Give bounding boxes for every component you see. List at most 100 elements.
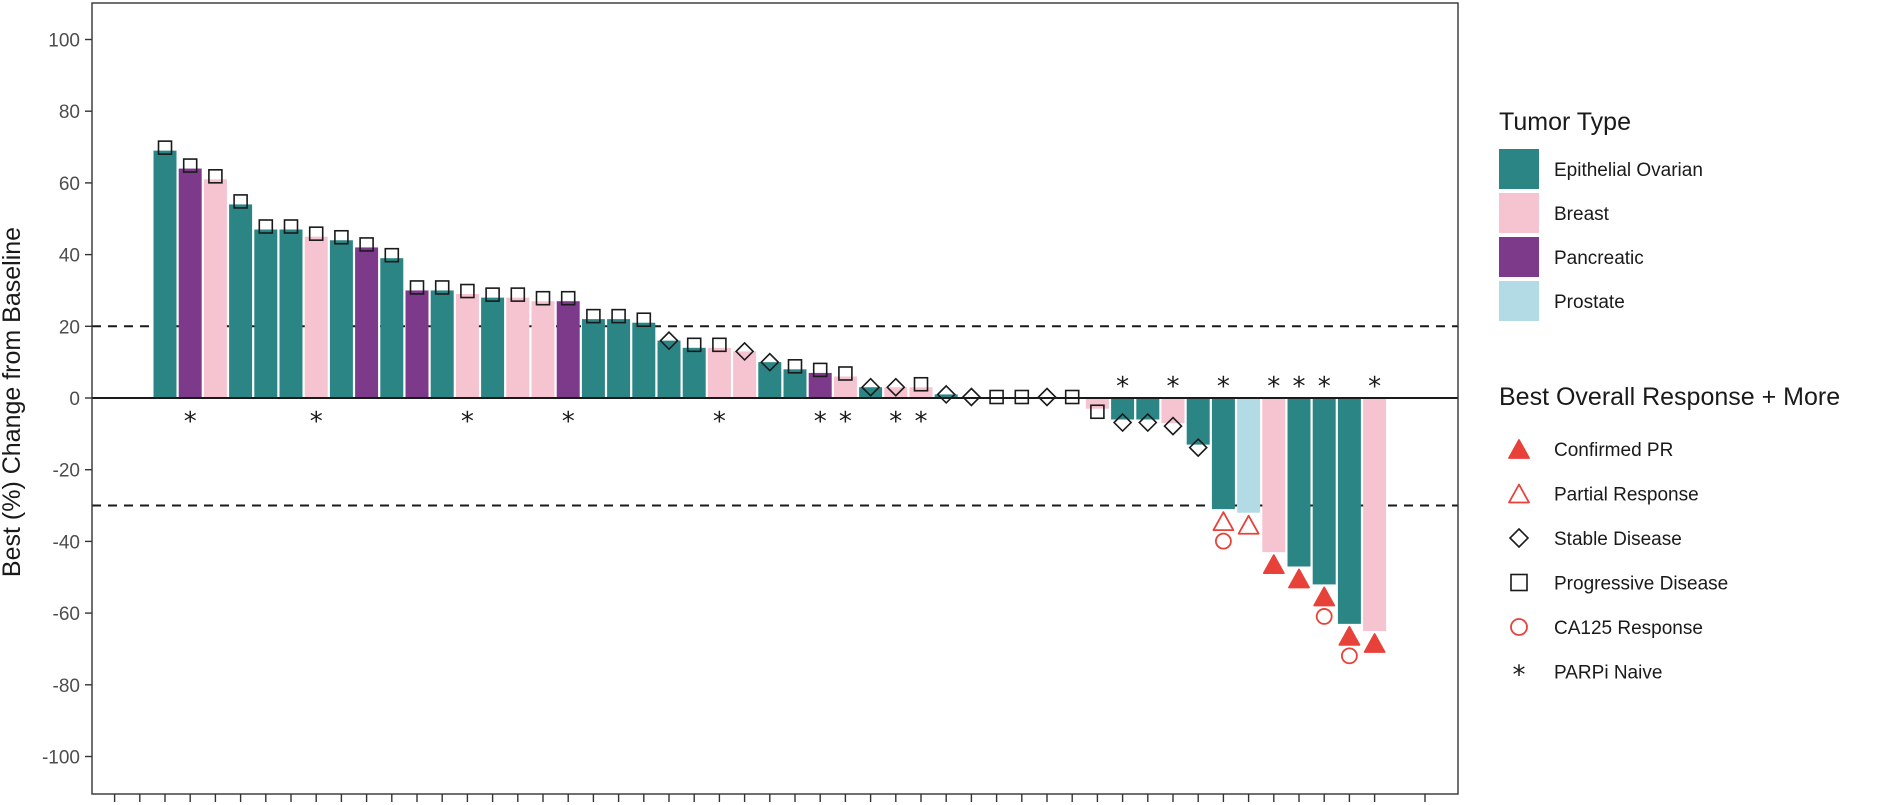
progressive-disease-marker	[485, 287, 500, 302]
progressive-disease-marker	[535, 290, 551, 306]
parpi-naive-marker: *	[713, 407, 726, 437]
progressive-disease-marker	[812, 362, 828, 378]
bar	[481, 297, 505, 398]
progressive-disease-marker	[258, 219, 274, 234]
bars	[153, 150, 1387, 632]
bar	[455, 294, 479, 398]
y-tick-label: 0	[69, 389, 80, 410]
confirmed-pr-marker	[1363, 633, 1386, 653]
y-tick-label: 20	[59, 317, 80, 338]
bar	[1262, 398, 1286, 553]
y-tick-label: -100	[42, 748, 80, 769]
legend: Tumor Type Epithelial Ovarian Breast Pancr…	[1499, 108, 1840, 691]
bar	[808, 372, 832, 398]
y-tick-label: -40	[53, 532, 80, 553]
partial-response-marker	[1212, 511, 1235, 532]
y-axis-title: Best (%) Change from Baseline	[0, 227, 26, 577]
bar	[229, 204, 253, 398]
parpi-naive-marker: *	[1167, 372, 1180, 402]
y-tick-label: 80	[59, 102, 80, 123]
legend-symbol-parpi: *	[1513, 661, 1526, 691]
parpi-naive-marker: *	[1116, 372, 1129, 402]
bar	[607, 319, 631, 398]
progressive-disease-marker	[510, 287, 526, 302]
stable-disease-marker	[760, 352, 780, 372]
bar	[380, 258, 404, 398]
legend-label-pancreatic: Pancreatic	[1554, 248, 1644, 269]
stable-disease-marker	[961, 387, 982, 407]
progressive-disease-marker	[308, 226, 324, 241]
stable-disease-marker	[1037, 387, 1057, 407]
legend-label-sd: Stable Disease	[1554, 529, 1682, 550]
bar	[733, 351, 757, 398]
bar	[1136, 398, 1160, 420]
progressive-disease-marker	[460, 283, 475, 299]
progressive-disease-marker	[208, 169, 223, 184]
progressive-disease-marker	[611, 308, 626, 324]
legend-swatch-breast	[1499, 193, 1539, 233]
bar	[884, 387, 908, 398]
partial-response-marker	[1237, 514, 1260, 535]
legend-symbol-ca125	[1510, 618, 1528, 636]
bar	[934, 394, 958, 398]
bar	[581, 319, 605, 398]
legend-label-prostate: Prostate	[1554, 292, 1625, 313]
progressive-disease-marker	[182, 158, 198, 173]
parpi-naive-marker: *	[461, 407, 474, 437]
bar	[556, 301, 580, 398]
parpi-naive-marker: *	[814, 407, 827, 437]
legend-symbol-pd	[1510, 573, 1528, 592]
progressive-disease-marker	[157, 140, 173, 155]
progressive-disease-marker	[334, 229, 349, 245]
parpi-naive-marker: *	[1293, 372, 1306, 402]
bar	[279, 229, 303, 398]
bar	[1337, 398, 1361, 624]
bar	[632, 322, 656, 398]
stable-disease-marker	[886, 377, 906, 397]
parpi-naive-marker: *	[184, 407, 197, 437]
bar	[1161, 398, 1185, 424]
stable-disease-marker	[1112, 412, 1133, 433]
legend-label-ca125: CA125 Response	[1554, 618, 1703, 639]
ca125-response-marker	[1315, 608, 1333, 625]
bar	[1363, 398, 1387, 632]
bar	[1111, 398, 1135, 420]
parpi-naive-marker: *	[915, 407, 928, 437]
stable-disease-marker	[734, 341, 755, 362]
bar	[430, 290, 454, 398]
parpi-naive-marker: *	[839, 407, 852, 437]
legend-label-ovarian: Epithelial Ovarian	[1554, 160, 1703, 181]
stable-disease-marker	[1138, 412, 1158, 433]
progressive-disease-marker	[434, 280, 450, 295]
parpi-naive-marker: *	[310, 407, 323, 437]
parpi-naive-marker: *	[1368, 372, 1381, 402]
confirmed-pr-marker	[1262, 554, 1285, 575]
response-markers: * * * * * * * * * * * * * * * *	[157, 140, 1386, 665]
progressive-disease-marker	[712, 337, 727, 353]
confirmed-pr-marker	[1338, 625, 1361, 646]
bar	[1312, 398, 1336, 585]
legend-tumor-items: Epithelial Ovarian Breast Pancreatic Prosta…	[1499, 149, 1703, 321]
bar	[707, 347, 731, 398]
bar	[1085, 398, 1109, 409]
legend-label-star: PARPi Naive	[1554, 663, 1662, 684]
legend-label-pr: Partial Response	[1554, 485, 1699, 506]
y-tick-label: 40	[59, 246, 80, 267]
confirmed-pr-marker	[1288, 568, 1310, 589]
bar	[833, 376, 857, 398]
parpi-naive-marker: *	[562, 407, 575, 437]
bar	[254, 229, 278, 398]
bar	[1186, 398, 1210, 445]
y-tick-label: 60	[59, 174, 80, 195]
progressive-disease-marker	[913, 376, 929, 392]
stable-disease-marker	[659, 331, 679, 351]
ca125-response-marker	[1341, 647, 1358, 665]
parpi-naive-marker: *	[1217, 372, 1230, 402]
legend-label-pd: Progressive Disease	[1554, 574, 1728, 595]
progressive-disease-marker	[283, 219, 299, 234]
progressive-disease-marker	[787, 359, 803, 374]
bar	[329, 240, 353, 398]
legend-symbol-sd	[1508, 527, 1530, 549]
bar	[153, 150, 177, 398]
